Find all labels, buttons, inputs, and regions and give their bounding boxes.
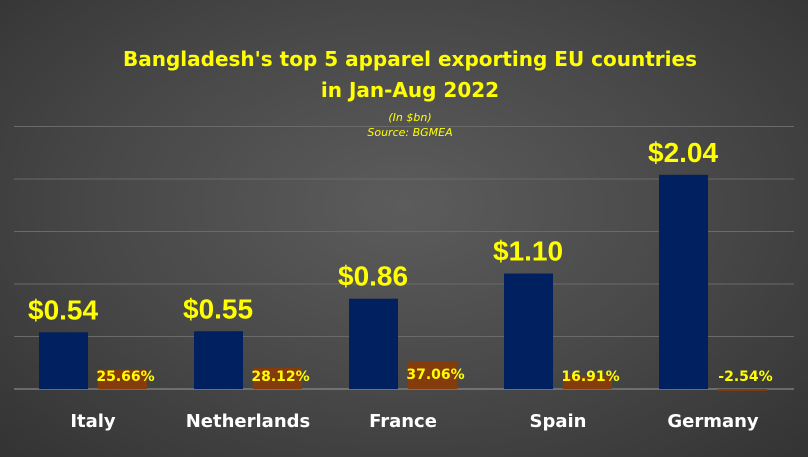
- growth-bar: [253, 367, 302, 389]
- category-label: France: [369, 411, 437, 432]
- export-value-bar: [349, 298, 398, 389]
- growth-rate-label: 37.06%: [406, 367, 464, 383]
- growth-bar: [718, 389, 767, 391]
- bars-group: [39, 174, 767, 391]
- export-value-bar: [659, 174, 708, 389]
- export-value-bar: [194, 331, 243, 389]
- labels-group: $0.54 25.66% Italy $0.55 28.12% Netherlands $0…: [28, 137, 773, 432]
- growth-rate-label: -2.54%: [718, 369, 772, 385]
- category-label: Germany: [667, 411, 759, 432]
- export-value-bar: [504, 273, 553, 389]
- category-label: Italy: [70, 411, 116, 432]
- growth-rate-label: 25.66%: [96, 369, 154, 385]
- export-value-label: $0.55: [183, 293, 253, 324]
- export-value-label: $0.86: [338, 261, 408, 292]
- growth-bar: [408, 361, 457, 389]
- category-label: Spain: [530, 411, 587, 432]
- growth-rate-label: 16.91%: [561, 369, 619, 385]
- chart-title-line-1: Bangladesh's top 5 apparel exporting EU …: [123, 47, 697, 71]
- growth-rate-label: 28.12%: [251, 369, 309, 385]
- chart-title-line-2: in Jan-Aug 2022: [321, 78, 499, 102]
- export-value-label: $0.54: [28, 294, 98, 325]
- growth-bar: [563, 376, 612, 389]
- growth-bar: [98, 369, 147, 389]
- chart-source-note: Source: BGMEA: [367, 126, 452, 139]
- export-value-label: $1.10: [493, 236, 563, 267]
- export-value-label: $2.04: [648, 137, 718, 168]
- category-label: Netherlands: [186, 411, 311, 432]
- chart-unit-note: (In $bn): [388, 111, 431, 124]
- export-value-bar: [39, 332, 88, 389]
